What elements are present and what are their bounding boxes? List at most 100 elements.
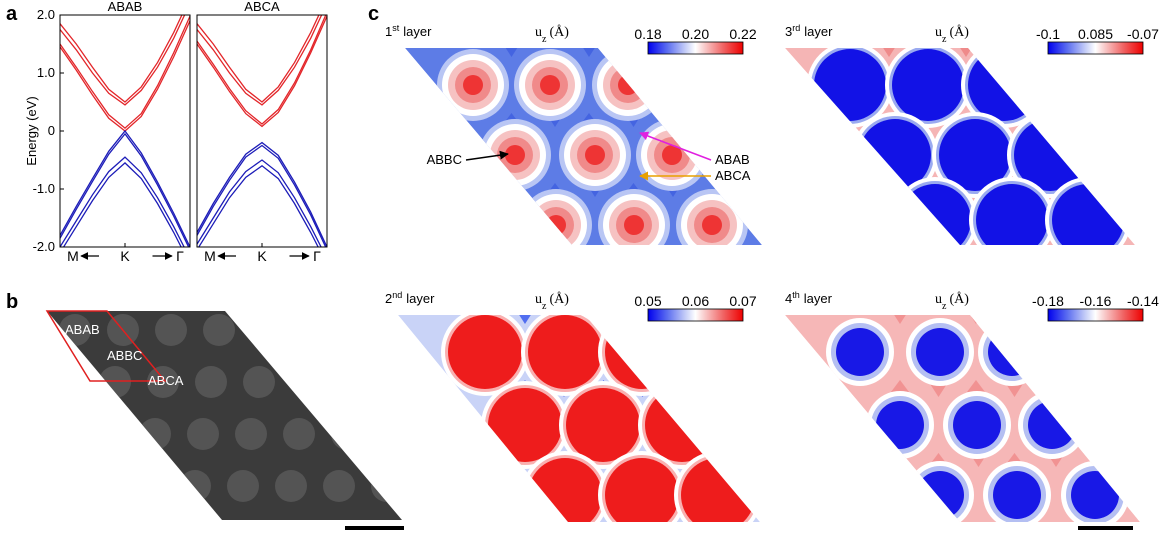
quantity-symbol: u (935, 292, 942, 307)
layer-suffix: nd (392, 290, 402, 300)
colorbar-tick-label: -0.16 (1080, 293, 1112, 309)
y-tick-label: -2.0 (33, 239, 55, 254)
layer-word: layer (406, 291, 435, 306)
map-feature (891, 315, 909, 324)
band-line (60, 129, 190, 247)
map-feature (1005, 383, 1024, 397)
colorbar-tick-label: -0.1 (1036, 26, 1060, 42)
moire-spot (251, 314, 283, 346)
map-disk (892, 49, 964, 121)
moire-spot (331, 418, 363, 450)
map-feature (957, 48, 975, 57)
moire-image (45, 310, 402, 520)
colorbar-tick-label: -0.18 (1032, 293, 1064, 309)
band-line (60, 15, 186, 106)
map-disk (463, 75, 483, 95)
band-line (197, 15, 320, 103)
map-feature (1041, 248, 1059, 260)
colorbar (1047, 308, 1144, 322)
colorbar-tick-label: 0.22 (729, 26, 756, 42)
layer-label: 3rd layer (785, 23, 833, 39)
x-tick-label: Γ (313, 248, 321, 264)
map-disk (916, 328, 964, 376)
map-disk (1052, 184, 1124, 245)
map-disk (618, 75, 638, 95)
moire-spot (195, 366, 227, 398)
map-feature (929, 383, 948, 397)
band-line (60, 15, 190, 129)
map-disk (528, 315, 602, 389)
annotation-label: ABAB (715, 152, 750, 167)
map-disk (899, 184, 971, 245)
layer-suffix: st (392, 23, 400, 33)
quantity-unit: (Å) (549, 24, 569, 40)
map-disk (814, 49, 886, 121)
layer-number: 3 (785, 24, 792, 39)
map-disk (988, 328, 1036, 376)
map-disk (546, 215, 566, 235)
panel-label: b (6, 291, 18, 313)
layer-label: 2nd layer (385, 290, 435, 306)
band-line (60, 15, 183, 103)
map-feature (664, 253, 682, 265)
layer-word: layer (804, 291, 833, 306)
y-axis-label: Energy (eV) (24, 96, 39, 165)
map-disk (528, 458, 602, 522)
map-disk (624, 215, 644, 235)
moire-spot (275, 470, 307, 502)
x-tick-label: K (120, 248, 130, 264)
moire-spot (139, 418, 171, 450)
map-disk (681, 458, 755, 522)
map-disk (876, 401, 924, 449)
moire-spot (243, 366, 275, 398)
moire-spot (179, 470, 211, 502)
map-disk (488, 388, 562, 462)
map-feature (671, 523, 689, 535)
layer-number: 2 (385, 291, 392, 306)
band-line (197, 144, 327, 247)
panel-label: c (368, 3, 379, 25)
colorbar-tick-label: 0.07 (729, 293, 756, 309)
map-disk (566, 388, 640, 462)
moire-spot (187, 418, 219, 450)
colorbar-tick-label: 0.05 (634, 293, 661, 309)
map-feature (580, 48, 598, 57)
colorbar (647, 308, 744, 322)
region-label: ABCA (148, 373, 184, 388)
y-tick-label: -1.0 (33, 181, 55, 196)
layer-label: 4th layer (785, 290, 833, 306)
quantity-label: uz (Å) (935, 291, 969, 312)
moire-spot (291, 366, 323, 398)
map-feature (516, 315, 534, 324)
map-disk (939, 119, 1011, 191)
layer-number: 1 (385, 24, 392, 39)
map-feature (970, 523, 988, 535)
annotation-label: ABBC (427, 152, 462, 167)
moire-spot (227, 470, 259, 502)
colorbar (1047, 41, 1144, 55)
map-disk (976, 184, 1048, 245)
map-disk (662, 145, 682, 165)
moire-spot (323, 470, 355, 502)
moire-spot (235, 418, 267, 450)
quantity-subscript: z (942, 34, 947, 45)
quantity-symbol: u (535, 25, 542, 40)
band-line (197, 15, 327, 125)
layer-number: 4 (785, 291, 792, 306)
moire-spot (147, 366, 179, 398)
map-disk (702, 215, 722, 235)
map-feature (594, 315, 613, 324)
moire-spot (283, 418, 315, 450)
layer-suffix: th (792, 290, 800, 300)
moire-spot (99, 366, 131, 398)
map-feature (880, 48, 898, 57)
band-line (60, 156, 185, 247)
moire-spot (155, 314, 187, 346)
band-line (60, 132, 190, 247)
layer-word: layer (403, 24, 432, 39)
quantity-unit: (Å) (549, 291, 569, 307)
y-tick-label: 2.0 (37, 7, 55, 22)
annotation-arrow (639, 131, 712, 161)
displacement-map (398, 315, 760, 535)
moire-spot (371, 470, 402, 502)
